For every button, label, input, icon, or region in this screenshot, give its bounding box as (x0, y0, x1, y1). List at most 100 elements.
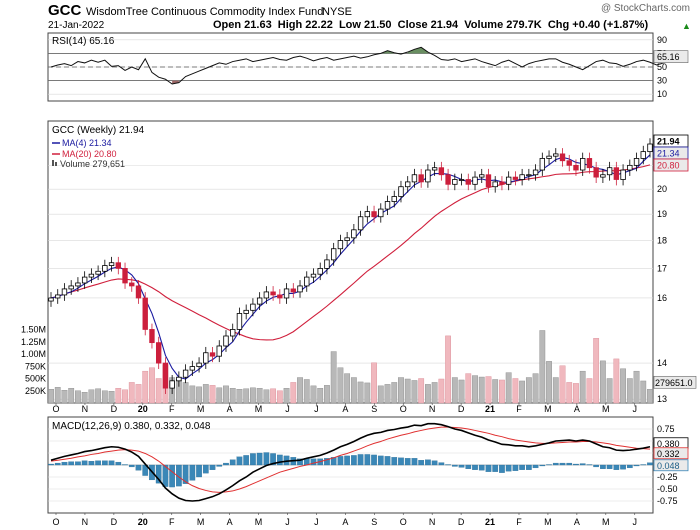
candle-body (351, 229, 357, 239)
macd-histogram-bar (256, 452, 263, 466)
macd-histogram-bar (613, 464, 620, 470)
candle-body (135, 285, 142, 299)
volume-bar (633, 370, 640, 404)
candle-body (283, 288, 290, 299)
price-label: GCC (Weekly) 21.94 (52, 125, 145, 136)
price-tick-label: 18 (657, 236, 667, 246)
candle-body (263, 291, 270, 299)
price-panel (47, 120, 654, 404)
volume-bar (404, 378, 411, 404)
price-x-tick-label: O (400, 404, 407, 414)
candle-body (553, 153, 559, 157)
price-x-tick-label: D (111, 404, 118, 414)
macd-x-tick-label: O (52, 517, 59, 527)
macd-histogram-bar (458, 464, 465, 468)
candle-body (304, 276, 310, 287)
volume-bar (384, 384, 391, 404)
macd-tick-label: -0.25 (657, 472, 678, 482)
volume-bar (438, 378, 445, 404)
macd-histogram-bar (162, 464, 169, 487)
volume-bar (525, 377, 532, 404)
candle-body (647, 143, 653, 153)
candle-body (566, 160, 572, 166)
macd-histogram-bar (81, 460, 88, 466)
volume-bar (229, 388, 236, 404)
candle-body (209, 352, 216, 357)
candle-body (512, 176, 519, 180)
macd-line (50, 422, 651, 502)
macd-histogram-bar (216, 464, 223, 467)
candle-body (149, 329, 155, 344)
candle-body (539, 158, 546, 171)
volume-bar (357, 381, 364, 404)
price-x-tick-label: D (458, 404, 465, 414)
candle-body (55, 294, 61, 299)
candle-body (324, 259, 330, 269)
volume-bar (236, 389, 243, 404)
volume-bar (579, 370, 586, 404)
macd-histogram-bar (209, 464, 216, 470)
rsi-tick-label: 10 (657, 89, 667, 99)
volume-bar (573, 383, 579, 404)
volume-bar (196, 386, 202, 404)
macd-histogram-bar (573, 463, 579, 466)
price-x-tick-label: S (371, 404, 377, 414)
volume-bar (505, 372, 512, 404)
volume-bars (48, 330, 653, 404)
candle-body (378, 208, 384, 218)
candle-body (230, 329, 236, 337)
volume-bar (458, 379, 465, 404)
volume-bar (620, 368, 626, 404)
candle-body (600, 174, 606, 178)
volume-bar (101, 390, 108, 404)
candle-body (438, 167, 445, 176)
volume-bar (209, 385, 216, 404)
watermark: @ StockCharts.com (601, 3, 690, 14)
macd-histogram-bar (384, 456, 391, 466)
macd-histogram-bar (297, 458, 303, 466)
candle-body (189, 366, 196, 371)
volume-legend: Volume 279,651 (60, 159, 125, 169)
price-x-tick-label: J (314, 404, 319, 414)
volume-bar (324, 385, 330, 404)
volume-bar (297, 377, 303, 404)
macd-histogram-bar (155, 464, 162, 484)
candle-body (102, 265, 108, 272)
volume-bar (95, 388, 102, 404)
volume-bar (492, 379, 499, 404)
volume-bar (270, 388, 276, 404)
candle-body (519, 174, 525, 180)
price-x-tick-label: M (197, 404, 205, 414)
candle-body (472, 176, 478, 185)
volume-bar (512, 378, 519, 404)
macd-histogram-bar (546, 464, 552, 466)
candle-body (68, 285, 74, 290)
candle-body (418, 174, 424, 183)
exchange-label: NYSE (322, 6, 352, 18)
macd-tick-label: 0.75 (657, 424, 675, 434)
price-tick-label: 17 (657, 263, 667, 273)
macd-histogram-bar (68, 461, 75, 466)
macd-histogram-bar (478, 464, 485, 471)
volume-tick-label: 1.50M (21, 325, 46, 335)
price-tick-label: 16 (657, 293, 667, 303)
macd-histogram-bar (425, 459, 431, 466)
macd-histogram-bar (404, 458, 411, 466)
volume-bar (532, 373, 539, 404)
macd-value-tag (653, 447, 689, 460)
candle-body (95, 270, 101, 275)
volume-bar (566, 382, 573, 404)
macd-histogram-bar (559, 462, 566, 466)
candle-body (270, 291, 276, 296)
macd-x-tick-label: A (227, 517, 233, 527)
macd-histogram-bar (250, 453, 256, 466)
volume-bar (48, 389, 54, 404)
macd-histogram-bar (182, 464, 189, 484)
macd-histogram-bar (485, 464, 492, 472)
macd-histogram-bar (492, 464, 499, 472)
macd-histogram-bar (371, 454, 377, 466)
grid-lines (48, 39, 653, 515)
macd-histogram-bar (122, 464, 128, 466)
macd-histogram-bar (357, 454, 364, 466)
macd-histogram-bar (600, 464, 606, 469)
